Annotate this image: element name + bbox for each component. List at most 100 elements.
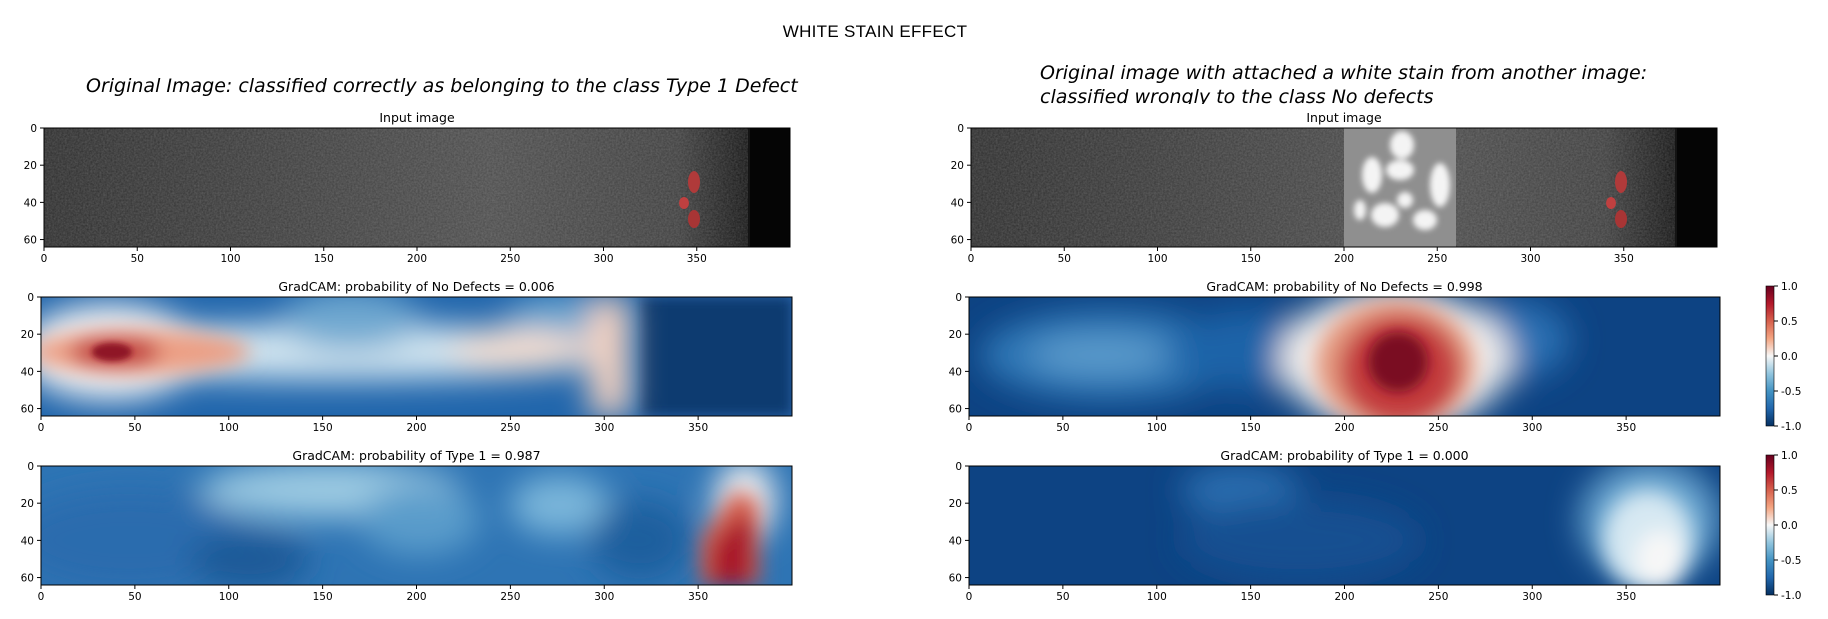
panel-title: GradCAM: probability of No Defects = 0.0… xyxy=(278,279,554,294)
x-tick-label: 0 xyxy=(966,591,973,603)
y-tick-label: 60 xyxy=(24,235,37,247)
right-caption: Original image with attached a white sta… xyxy=(1040,61,1647,104)
colorbar-tick-label: -0.5 xyxy=(1781,386,1802,398)
panel-gradcam-type1-left xyxy=(40,465,793,586)
y-tick-label: 20 xyxy=(24,160,37,172)
y-tick-label: 60 xyxy=(21,573,34,585)
x-tick-label: 150 xyxy=(313,591,333,603)
x-tick-label: 250 xyxy=(1427,253,1447,265)
x-tick-label: 250 xyxy=(500,591,520,603)
x-tick-label: 0 xyxy=(41,253,48,265)
x-tick-label: 250 xyxy=(1428,591,1448,603)
defect-marks-right xyxy=(1606,171,1627,228)
panel-title: Input image xyxy=(1306,110,1382,125)
x-tick-label: 150 xyxy=(314,253,334,265)
colorbar-tick-label: 0.0 xyxy=(1781,520,1798,532)
panel-gradcam-nodefects-right xyxy=(968,296,1721,417)
figure-title: WHITE STAIN EFFECT xyxy=(782,22,968,41)
x-tick-label: 300 xyxy=(1520,253,1540,265)
colorbar-tick-label: 0.0 xyxy=(1781,351,1798,363)
x-tick-label: 200 xyxy=(406,422,426,434)
x-tick-label: 50 xyxy=(1056,422,1069,434)
x-tick-label: 350 xyxy=(1616,591,1636,603)
x-tick-label: 150 xyxy=(313,422,333,434)
x-tick-label: 350 xyxy=(1614,253,1634,265)
panel-input-right xyxy=(970,127,1718,248)
colorbar-tick-label: 1.0 xyxy=(1781,450,1798,462)
y-tick-label: 0 xyxy=(27,292,34,304)
colorbar-tick-label: 0.5 xyxy=(1781,316,1798,328)
y-tick-label: 60 xyxy=(949,573,962,585)
x-tick-label: 250 xyxy=(500,422,520,434)
x-tick-label: 100 xyxy=(1147,253,1167,265)
x-tick-label: 300 xyxy=(1522,591,1542,603)
panel-input-left xyxy=(43,127,791,248)
x-tick-label: 150 xyxy=(1241,422,1261,434)
x-tick-label: 100 xyxy=(1147,591,1167,603)
x-tick-label: 50 xyxy=(131,253,144,265)
y-tick-label: 20 xyxy=(949,329,962,341)
y-tick-label: 20 xyxy=(21,329,34,341)
x-tick-label: 300 xyxy=(594,591,614,603)
x-tick-label: 100 xyxy=(220,253,240,265)
y-tick-label: 40 xyxy=(949,366,962,378)
colorbar-nodefects-right xyxy=(1765,285,1775,427)
x-tick-label: 200 xyxy=(1334,591,1354,603)
x-tick-label: 350 xyxy=(687,253,707,265)
y-tick-label: 0 xyxy=(955,461,962,473)
right-caption-line2: classified wrongly to the class No defec… xyxy=(1040,86,1434,104)
x-tick-label: 350 xyxy=(688,422,708,434)
x-tick-label: 200 xyxy=(1334,422,1354,434)
y-tick-label: 40 xyxy=(949,535,962,547)
x-tick-label: 150 xyxy=(1241,591,1261,603)
x-tick-label: 300 xyxy=(593,253,613,265)
x-tick-label: 50 xyxy=(1056,591,1069,603)
x-tick-label: 0 xyxy=(38,591,45,603)
colorbar-type1-right xyxy=(1765,454,1775,596)
y-tick-label: 60 xyxy=(21,404,34,416)
panel-title: GradCAM: probability of Type 1 = 0.987 xyxy=(292,448,540,463)
colorbar-tick-label: -0.5 xyxy=(1781,555,1802,567)
panel-gradcam-nodefects-left xyxy=(40,296,793,417)
defect-marks xyxy=(679,171,700,228)
y-tick-label: 40 xyxy=(21,535,34,547)
x-tick-label: 100 xyxy=(1147,422,1167,434)
y-tick-label: 20 xyxy=(951,160,964,172)
y-tick-label: 40 xyxy=(21,366,34,378)
x-tick-label: 200 xyxy=(407,253,427,265)
x-tick-label: 250 xyxy=(500,253,520,265)
x-tick-label: 50 xyxy=(1058,253,1071,265)
x-tick-label: 50 xyxy=(128,422,141,434)
left-caption: Original Image: classified correctly as … xyxy=(86,75,798,97)
y-tick-label: 60 xyxy=(951,235,964,247)
colorbar-tick-label: -1.0 xyxy=(1781,590,1802,602)
x-tick-label: 0 xyxy=(38,422,45,434)
y-tick-label: 0 xyxy=(30,123,37,135)
x-tick-label: 250 xyxy=(1428,422,1448,434)
panel-title: GradCAM: probability of Type 1 = 0.000 xyxy=(1220,448,1468,463)
x-tick-label: 200 xyxy=(406,591,426,603)
colorbar-tick-label: 1.0 xyxy=(1781,281,1798,293)
colorbar-tick-label: 0.5 xyxy=(1781,485,1798,497)
x-tick-label: 50 xyxy=(128,591,141,603)
colorbar-tick-label: -1.0 xyxy=(1781,421,1802,433)
y-tick-label: 60 xyxy=(949,404,962,416)
panel-title: Input image xyxy=(379,110,455,125)
y-tick-label: 20 xyxy=(21,498,34,510)
white-stain xyxy=(1344,128,1456,247)
x-tick-label: 100 xyxy=(219,422,239,434)
x-tick-label: 300 xyxy=(594,422,614,434)
y-tick-label: 20 xyxy=(949,498,962,510)
x-tick-label: 350 xyxy=(1616,422,1636,434)
y-tick-label: 40 xyxy=(24,197,37,209)
y-tick-label: 0 xyxy=(957,123,964,135)
panel-gradcam-type1-right xyxy=(968,465,1721,586)
x-tick-label: 350 xyxy=(688,591,708,603)
panel-title: GradCAM: probability of No Defects = 0.9… xyxy=(1206,279,1482,294)
x-tick-label: 300 xyxy=(1522,422,1542,434)
y-tick-label: 0 xyxy=(27,461,34,473)
x-tick-label: 150 xyxy=(1241,253,1261,265)
x-tick-label: 0 xyxy=(968,253,975,265)
